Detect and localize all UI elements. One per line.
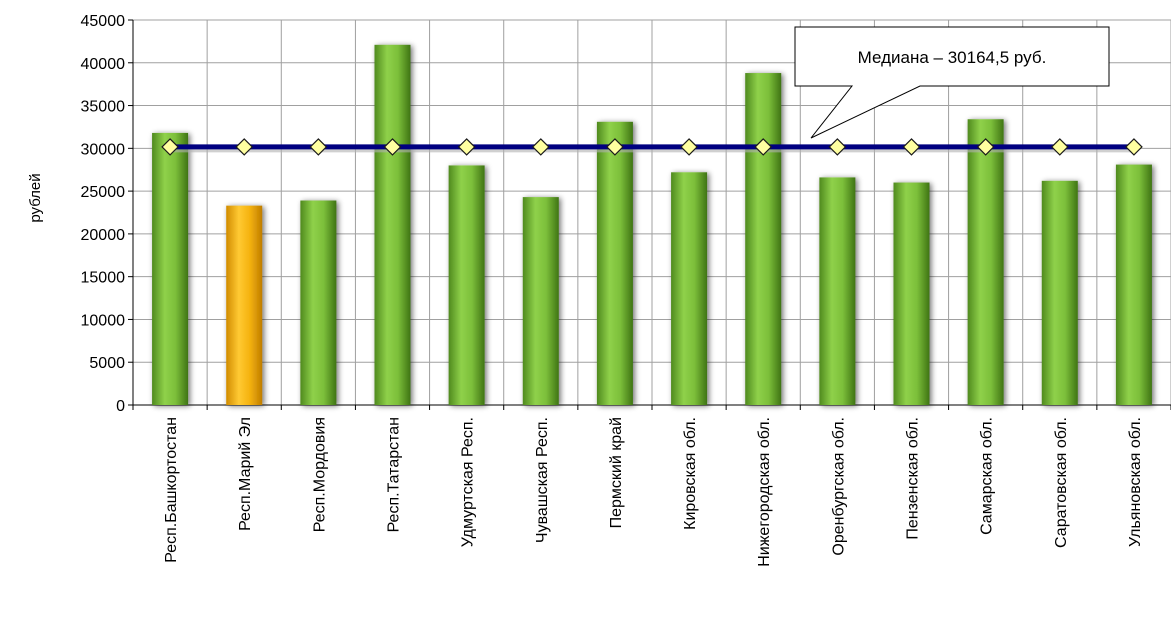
x-tick-label-12: Саратовская обл. <box>1053 417 1070 548</box>
y-tick-label-4: 20000 <box>81 227 126 244</box>
median-marker-11 <box>976 138 995 156</box>
median-callout: Медиана – 30164,5 руб. <box>794 26 1110 139</box>
median-marker-5 <box>531 138 550 156</box>
y-tick-label-9: 45000 <box>81 13 126 30</box>
median-marker-6 <box>606 138 624 156</box>
median-marker-7 <box>680 138 698 156</box>
median-marker-8 <box>754 138 773 156</box>
x-tick-label-9: Оренбургская обл. <box>830 417 847 556</box>
bar-6 <box>596 121 633 406</box>
callout-shape <box>794 26 1110 139</box>
median-marker-1 <box>235 138 254 156</box>
median-series <box>161 138 1143 156</box>
median-marker-3 <box>383 138 402 156</box>
y-tick-label-5: 25000 <box>81 184 126 201</box>
median-marker-9 <box>828 138 847 156</box>
bar-5 <box>522 197 559 405</box>
x-tick-label-0: Респ.Башкортостан <box>163 417 180 563</box>
x-tick-label-6: Пермский край <box>608 417 625 528</box>
bar-0 <box>152 132 189 405</box>
x-tick-label-3: Респ.Татарстан <box>386 417 403 532</box>
bar-3 <box>374 44 411 406</box>
median-marker-10 <box>902 138 921 156</box>
y-tick-labels: 0 5000 10000 15000 20000 25000 30000 35000 40000… <box>81 13 126 415</box>
x-tick-label-13: Ульяновская обл. <box>1127 417 1144 547</box>
y-tick-label-7: 35000 <box>81 99 126 116</box>
y-tick-label-0: 0 <box>116 398 125 415</box>
grid <box>132 19 1171 406</box>
bar-4 <box>448 165 485 405</box>
y-tick-label-3: 15000 <box>81 270 126 287</box>
x-tick-label-11: Самарская обл. <box>979 417 996 535</box>
bar-11 <box>967 119 1004 405</box>
median-marker-4 <box>457 138 476 156</box>
y-tick-label-6: 30000 <box>81 141 126 158</box>
bar-series <box>152 44 1152 406</box>
bar-12 <box>1041 180 1078 405</box>
x-tick-label-5: Чувашская Респ. <box>534 417 551 543</box>
bar-2 <box>300 200 337 405</box>
y-tick-label-1: 5000 <box>89 355 125 372</box>
bar-1 <box>226 205 263 405</box>
x-tick-labels: Респ.Башкортостан Респ.Марий Эл Респ.Мордо… <box>163 417 1144 567</box>
median-marker-0 <box>161 138 179 156</box>
bar-13 <box>1115 164 1152 405</box>
y-tick-label-8: 40000 <box>81 56 126 73</box>
x-tick-label-2: Респ.Мордовия <box>311 417 328 532</box>
x-tick-label-4: Удмуртская Респ. <box>460 417 477 547</box>
x-tick-label-10: Пензенская обл. <box>905 417 922 540</box>
y-tick-label-2: 10000 <box>81 312 126 329</box>
bar-9 <box>819 177 856 405</box>
callout-text: Медиана – 30164,5 руб. <box>858 48 1047 67</box>
bar-7 <box>671 172 708 405</box>
median-marker-12 <box>1050 138 1069 156</box>
median-marker-2 <box>309 138 328 156</box>
bar-10 <box>893 182 930 405</box>
bar-8 <box>745 73 782 406</box>
median-marker-13 <box>1125 138 1143 156</box>
x-tick-label-8: Нижегородская обл. <box>756 417 773 567</box>
x-tick-label-7: Кировская обл. <box>682 417 699 530</box>
y-axis-label: рублей <box>27 173 44 222</box>
x-tick-label-1: Респ.Марий Эл <box>237 417 254 531</box>
